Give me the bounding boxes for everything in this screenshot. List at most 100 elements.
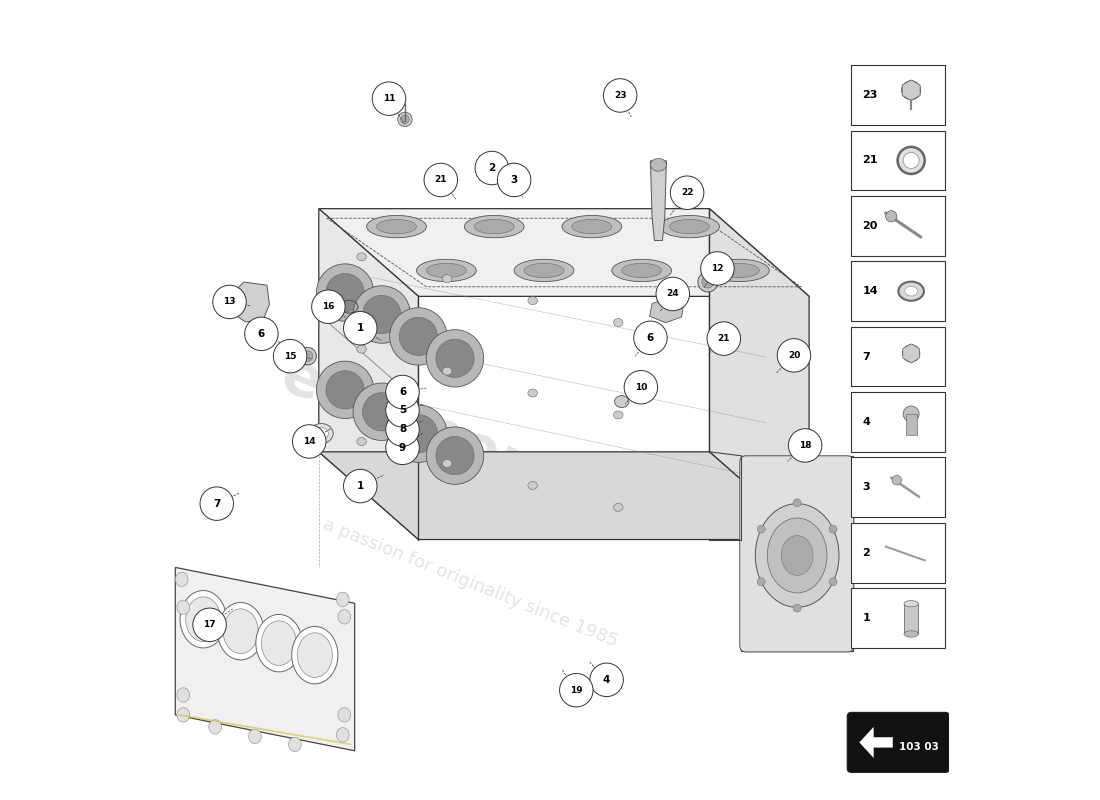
- Text: 14: 14: [862, 286, 878, 296]
- Text: 11: 11: [383, 94, 395, 103]
- Polygon shape: [710, 209, 810, 539]
- Ellipse shape: [781, 535, 813, 575]
- Ellipse shape: [829, 525, 837, 533]
- Text: 6: 6: [647, 333, 654, 343]
- Circle shape: [386, 375, 419, 409]
- Text: 5: 5: [399, 406, 406, 415]
- Ellipse shape: [262, 621, 297, 666]
- Ellipse shape: [326, 274, 364, 312]
- Ellipse shape: [710, 259, 769, 282]
- Ellipse shape: [612, 259, 672, 282]
- Ellipse shape: [719, 263, 759, 278]
- Text: 12: 12: [712, 264, 724, 273]
- Text: 2: 2: [862, 548, 870, 558]
- Ellipse shape: [376, 219, 417, 234]
- Ellipse shape: [572, 219, 612, 234]
- FancyBboxPatch shape: [739, 456, 854, 652]
- Polygon shape: [319, 209, 418, 539]
- Polygon shape: [319, 209, 810, 296]
- Text: 9: 9: [399, 443, 406, 453]
- Ellipse shape: [353, 286, 410, 343]
- Ellipse shape: [903, 406, 920, 422]
- Text: 6: 6: [399, 387, 406, 397]
- Bar: [851, 262, 945, 321]
- Circle shape: [212, 286, 246, 318]
- Polygon shape: [650, 161, 667, 241]
- Text: 1: 1: [356, 323, 364, 334]
- Ellipse shape: [514, 259, 574, 282]
- Ellipse shape: [427, 427, 484, 484]
- Ellipse shape: [442, 367, 452, 375]
- Ellipse shape: [338, 708, 351, 722]
- Ellipse shape: [317, 361, 374, 418]
- Circle shape: [386, 394, 419, 427]
- Ellipse shape: [528, 482, 538, 490]
- Ellipse shape: [436, 339, 474, 378]
- Ellipse shape: [399, 318, 438, 355]
- Ellipse shape: [903, 153, 920, 169]
- FancyBboxPatch shape: [847, 713, 949, 772]
- Bar: [851, 522, 945, 582]
- Circle shape: [475, 151, 508, 185]
- Ellipse shape: [562, 215, 622, 238]
- Ellipse shape: [528, 297, 538, 305]
- Ellipse shape: [363, 393, 400, 431]
- Ellipse shape: [793, 499, 801, 507]
- Ellipse shape: [218, 602, 264, 660]
- Ellipse shape: [793, 604, 801, 612]
- Text: 14: 14: [302, 437, 316, 446]
- Ellipse shape: [177, 600, 189, 614]
- Ellipse shape: [902, 81, 921, 100]
- Ellipse shape: [614, 411, 623, 419]
- Ellipse shape: [299, 347, 317, 365]
- Ellipse shape: [829, 578, 837, 586]
- Bar: [851, 196, 945, 256]
- Polygon shape: [859, 727, 893, 758]
- Text: 7: 7: [862, 351, 870, 362]
- Ellipse shape: [186, 597, 221, 642]
- Text: 2: 2: [488, 163, 495, 173]
- Circle shape: [656, 278, 690, 310]
- Ellipse shape: [614, 503, 623, 511]
- Ellipse shape: [398, 112, 412, 126]
- Bar: [904, 604, 918, 634]
- Text: 16: 16: [322, 302, 334, 311]
- Text: 20: 20: [788, 351, 800, 360]
- Text: 7: 7: [213, 498, 220, 509]
- Bar: [851, 588, 945, 648]
- Ellipse shape: [363, 295, 400, 334]
- Circle shape: [789, 429, 822, 462]
- Ellipse shape: [436, 437, 474, 474]
- Text: 103 03: 103 03: [899, 742, 939, 751]
- Text: 21: 21: [717, 334, 730, 343]
- Text: a passion for originality since 1985: a passion for originality since 1985: [320, 516, 620, 651]
- Ellipse shape: [356, 438, 366, 446]
- Ellipse shape: [886, 210, 896, 222]
- Polygon shape: [741, 456, 853, 651]
- Ellipse shape: [898, 147, 925, 174]
- Circle shape: [634, 321, 668, 354]
- Text: 21: 21: [434, 175, 447, 185]
- Ellipse shape: [892, 475, 902, 485]
- Text: 4: 4: [862, 417, 870, 427]
- Ellipse shape: [902, 345, 920, 362]
- Ellipse shape: [417, 259, 476, 282]
- Polygon shape: [650, 298, 684, 322]
- Ellipse shape: [399, 414, 438, 453]
- Circle shape: [560, 674, 593, 707]
- Bar: [851, 130, 945, 190]
- Ellipse shape: [180, 590, 227, 648]
- Polygon shape: [175, 567, 354, 750]
- Text: 3: 3: [510, 175, 518, 185]
- Bar: [851, 326, 945, 386]
- Ellipse shape: [338, 610, 351, 624]
- Text: 10: 10: [635, 382, 647, 392]
- Ellipse shape: [249, 730, 262, 744]
- Ellipse shape: [177, 708, 189, 722]
- Ellipse shape: [904, 630, 918, 637]
- Circle shape: [372, 82, 406, 115]
- Text: 23: 23: [614, 91, 626, 100]
- Circle shape: [244, 317, 278, 350]
- Ellipse shape: [670, 219, 710, 234]
- Ellipse shape: [288, 738, 301, 751]
